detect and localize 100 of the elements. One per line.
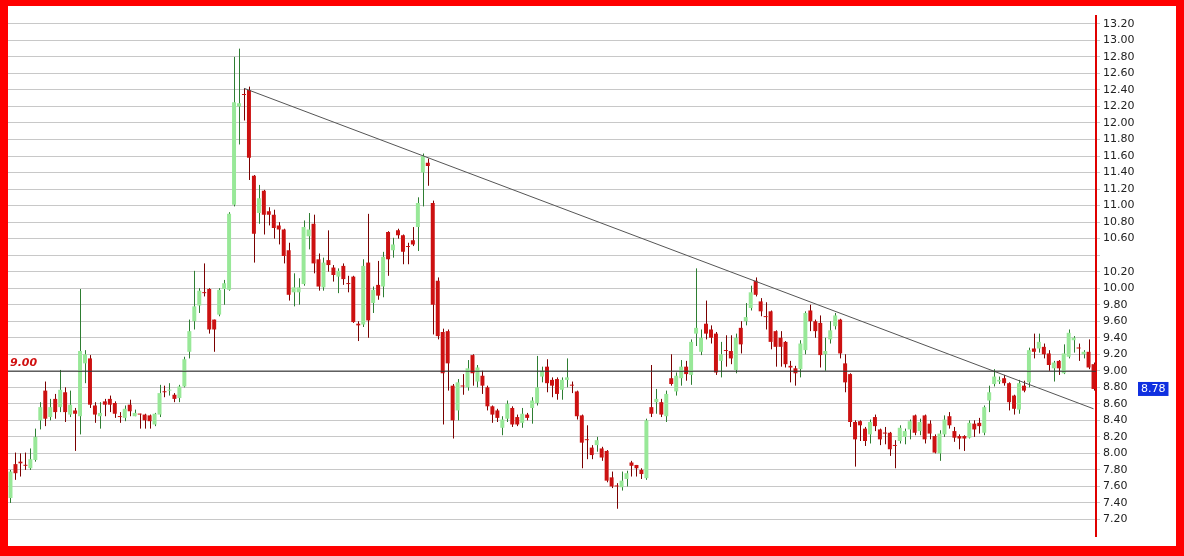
candlestick [63,386,68,423]
candlestick [256,184,261,225]
candlestick [480,370,485,395]
y-tick-label: 12.60 [1103,66,1135,80]
y-tick-label: 13.20 [1103,16,1135,30]
candlestick [520,407,525,429]
y-tick-label: 12.80 [1103,49,1135,63]
y-tick-label: 8.60 [1103,396,1128,410]
candlestick [1007,381,1012,411]
candlestick [485,385,490,411]
candlestick [500,415,505,436]
candlestick [828,320,833,345]
candlestick [192,270,197,330]
y-tick-label: 12.40 [1103,82,1135,96]
candlestick [823,337,828,372]
candlestick [410,226,415,247]
candlestick [53,393,58,420]
y-tick-label: 9.40 [1103,330,1128,344]
candlestick [58,369,63,413]
y-tick-label: 8.40 [1103,413,1128,427]
candlestick [1076,343,1081,362]
candlestick [92,401,97,424]
y-tick-label: 12.00 [1103,115,1135,129]
candlestick [987,385,992,413]
candlestick [415,196,420,252]
candlestick [758,297,763,317]
candlestick [649,364,654,418]
candlestick [619,471,624,492]
y-tick-label: 11.00 [1103,198,1135,212]
candlestick [510,405,515,428]
candlestick [659,398,664,418]
candlestick [778,330,783,368]
y-tick-label: 9.20 [1103,347,1128,361]
candlestick [48,398,53,421]
candlestick [23,452,28,471]
candlestick [748,285,753,311]
ref-line-label: 9.00 [10,356,38,370]
candlestick [97,401,102,430]
candlestick [376,260,381,301]
y-tick-label: 8.80 [1103,380,1128,394]
y-tick-label: 8.00 [1103,446,1128,460]
y-tick-label: 10.80 [1103,214,1135,228]
candlestick [505,400,510,423]
candlestick [326,229,331,273]
candlestick [564,357,569,388]
y-tick-label: 10.60 [1103,231,1135,245]
candlestick [425,158,430,187]
candlestick [460,373,465,396]
candlestick [341,262,346,286]
y-tick-label: 7.60 [1103,479,1128,493]
candlestick [743,302,748,326]
candlestick [1036,333,1041,354]
candlestick [167,382,172,397]
candlestick [197,287,202,314]
candlestick [669,353,674,387]
candlestick [554,376,559,401]
candlestick [723,334,728,368]
y-tick-label: 7.40 [1103,495,1128,509]
candlestick [694,267,699,347]
candlestick [13,452,18,481]
candlestick [68,390,73,418]
candlestick [867,419,872,444]
candlestick [38,401,43,430]
candlestick [391,237,396,259]
y-tick-label: 11.80 [1103,132,1135,146]
candlestick [117,411,122,424]
y-tick-label: 10.20 [1103,264,1135,278]
y-tick-label: 11.40 [1103,165,1135,179]
candlestick [137,413,142,430]
candlestick [718,341,723,378]
y-tick-label: 9.60 [1103,314,1128,328]
candlestick [674,371,679,397]
candlestick [654,388,659,415]
y-tick-label: 11.20 [1103,181,1135,195]
candlestick [1031,333,1036,359]
candlestick [73,407,78,452]
y-tick-label: 12.20 [1103,99,1135,113]
candlestick [465,359,470,392]
candlestick [927,419,932,440]
y-tick-label: 9.00 [1103,363,1128,377]
candlestick [863,426,867,447]
candlestick [420,153,425,207]
y-tick-label: 8.20 [1103,429,1128,443]
candlestick [336,267,341,294]
y-tick-label: 9.80 [1103,297,1128,311]
y-tick-label: 7.20 [1103,512,1128,526]
candlestick [853,419,858,468]
y-tick-label: 10.00 [1103,281,1135,295]
candlestick [808,304,813,332]
candlestick [371,286,376,314]
candlestick [967,419,972,440]
candlestick [475,364,480,388]
candlestick [728,334,733,365]
candlestick [187,319,192,359]
candlestick [1046,349,1051,372]
candlestick [699,328,704,356]
candlestick [545,358,550,393]
candlestick [559,376,564,401]
candlestick [664,390,669,423]
candlestick [907,419,912,440]
